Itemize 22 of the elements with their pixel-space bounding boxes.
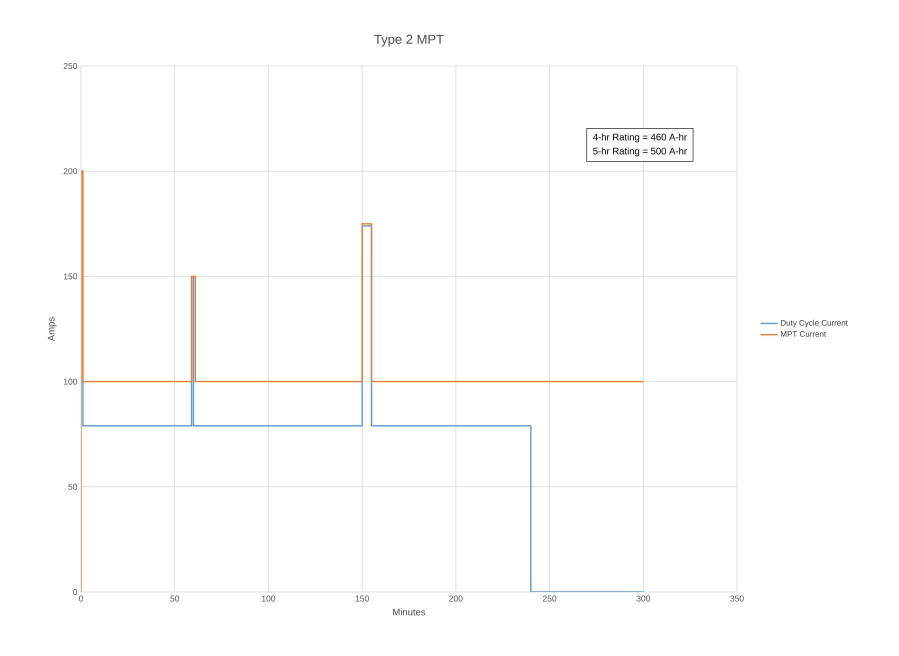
y-tick-label: 0 xyxy=(73,588,78,596)
x-tick-label: 200 xyxy=(449,596,463,602)
chart-title: Type 2 MPT xyxy=(374,34,444,46)
line-series xyxy=(81,170,644,592)
y-tick-label: 50 xyxy=(68,484,78,490)
y-tick-label: 150 xyxy=(64,273,78,280)
x-tick-label: 350 xyxy=(730,596,744,602)
y-tick-label: 200 xyxy=(64,168,78,174)
x-tick-label: 250 xyxy=(542,596,556,602)
y-tick-label: 250 xyxy=(64,62,78,69)
legend-label: Duty Cycle Current xyxy=(781,320,848,328)
annotation: 5-hr Rating = 500 A-hr xyxy=(593,147,687,156)
annotation: 4-hr Rating = 460 A-hr xyxy=(593,133,687,142)
x-axis-title: Minutes xyxy=(393,608,426,616)
y-tick-label: 100 xyxy=(64,378,78,385)
legend-label: MPT Current xyxy=(781,331,826,337)
y-axis-title: Amps xyxy=(48,317,56,342)
x-tick-label: 150 xyxy=(356,596,369,602)
x-tick-label: 100 xyxy=(262,596,276,602)
x-tick-label: 50 xyxy=(170,596,180,602)
x-tick-label: 300 xyxy=(636,596,650,602)
x-tick-label: 0 xyxy=(78,596,84,602)
